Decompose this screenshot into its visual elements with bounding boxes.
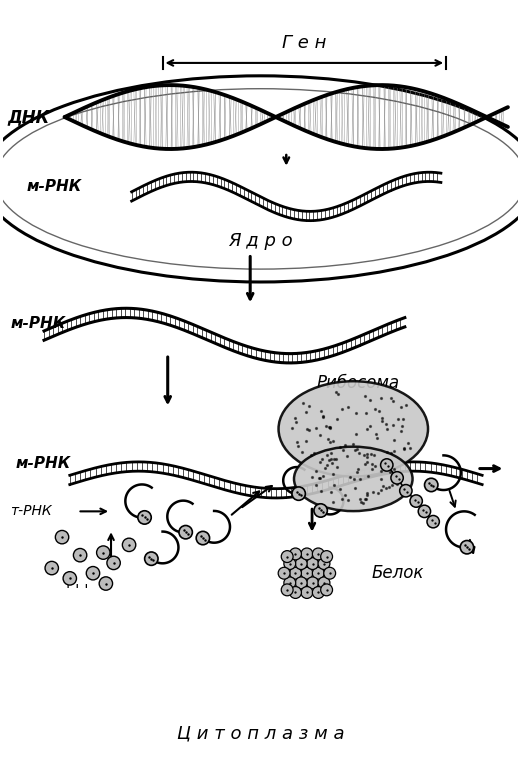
Circle shape	[284, 577, 296, 589]
Text: м-РНК: м-РНК	[16, 457, 71, 471]
Text: м-РНК: м-РНК	[27, 179, 82, 194]
Text: Белок: Белок	[371, 565, 424, 582]
Circle shape	[301, 568, 313, 579]
Text: ДНК: ДНК	[7, 108, 49, 126]
Circle shape	[107, 556, 120, 570]
Circle shape	[196, 532, 209, 545]
Circle shape	[301, 548, 313, 560]
Text: ' ' ': ' ' '	[66, 584, 89, 599]
Circle shape	[278, 568, 290, 579]
Circle shape	[138, 511, 151, 524]
Circle shape	[324, 568, 336, 579]
Circle shape	[122, 538, 136, 552]
Circle shape	[318, 558, 330, 569]
Circle shape	[313, 568, 324, 579]
Circle shape	[45, 562, 58, 575]
Text: т-РНК: т-РНК	[10, 504, 52, 519]
Text: м-РНК: м-РНК	[10, 316, 66, 330]
Circle shape	[400, 484, 412, 497]
Circle shape	[86, 567, 100, 580]
Ellipse shape	[294, 447, 413, 511]
Circle shape	[295, 577, 307, 589]
Text: Я д р о: Я д р о	[228, 232, 293, 249]
Circle shape	[425, 478, 438, 492]
Circle shape	[427, 516, 439, 528]
Circle shape	[321, 551, 332, 562]
Circle shape	[313, 587, 324, 598]
Circle shape	[292, 487, 305, 500]
Circle shape	[290, 568, 302, 579]
Circle shape	[410, 495, 423, 507]
Circle shape	[460, 541, 474, 554]
Circle shape	[284, 558, 296, 569]
Circle shape	[381, 459, 393, 471]
Circle shape	[281, 551, 293, 562]
Circle shape	[281, 584, 293, 596]
Circle shape	[307, 558, 318, 569]
Circle shape	[295, 558, 307, 569]
Circle shape	[313, 548, 324, 560]
Circle shape	[418, 505, 430, 518]
Ellipse shape	[279, 381, 428, 477]
Circle shape	[391, 472, 403, 484]
Circle shape	[99, 577, 113, 591]
Circle shape	[145, 552, 158, 565]
Circle shape	[96, 546, 110, 559]
Circle shape	[63, 571, 77, 585]
Circle shape	[55, 530, 69, 544]
Circle shape	[73, 549, 87, 562]
Circle shape	[179, 526, 192, 539]
Text: Г е н: Г е н	[282, 34, 327, 51]
Circle shape	[301, 587, 313, 598]
Text: Рибосома: Рибосома	[317, 373, 400, 392]
Circle shape	[314, 504, 327, 517]
Circle shape	[290, 548, 302, 560]
Circle shape	[307, 577, 318, 589]
Circle shape	[318, 577, 330, 589]
Circle shape	[321, 584, 332, 596]
Text: Ц и т о п л а з м а: Ц и т о п л а з м а	[177, 724, 344, 742]
Circle shape	[290, 587, 302, 598]
